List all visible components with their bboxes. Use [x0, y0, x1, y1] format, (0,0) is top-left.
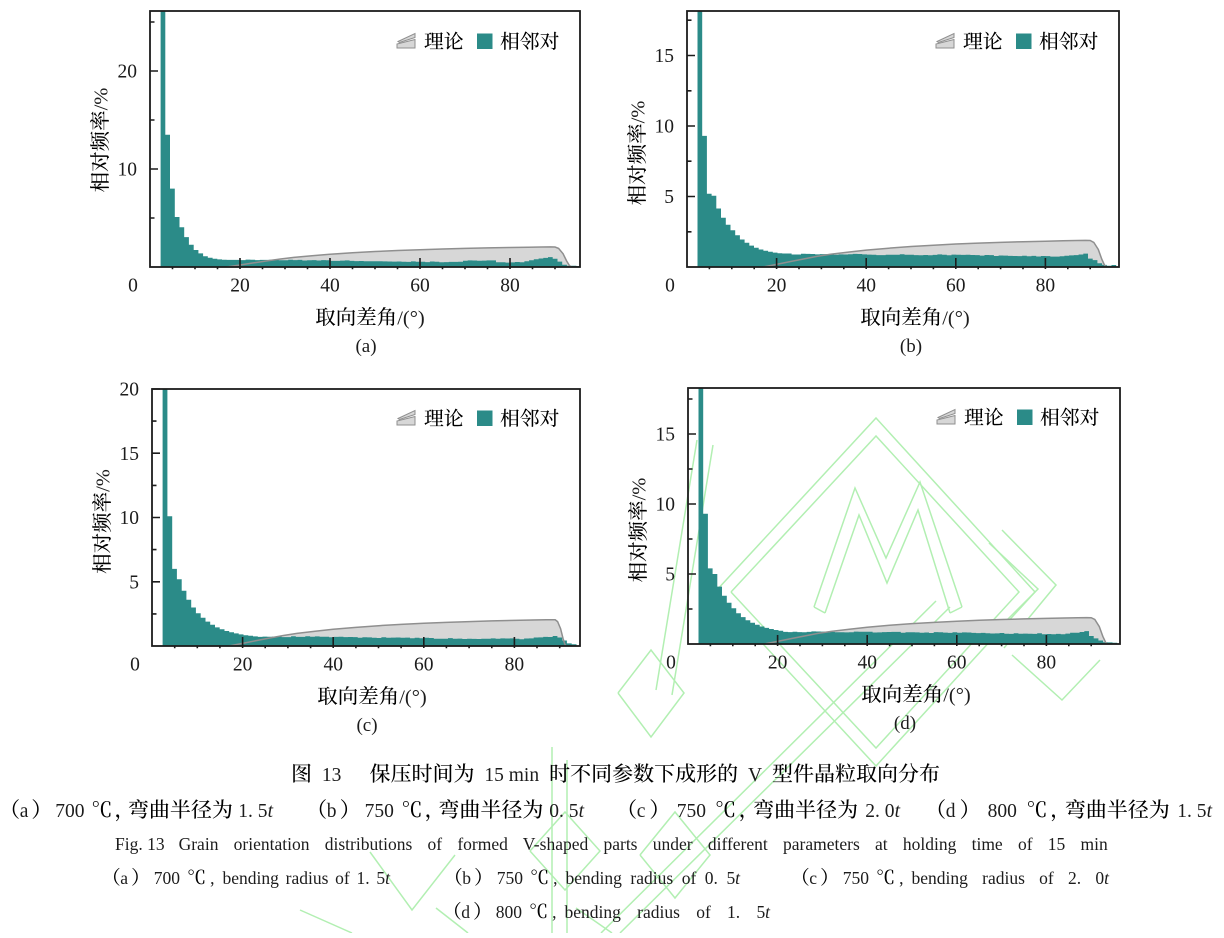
- svg-text:20: 20: [118, 62, 138, 83]
- svg-text:20: 20: [233, 655, 253, 676]
- svg-text:0: 0: [666, 653, 676, 674]
- svg-text:13: 13: [322, 765, 342, 786]
- svg-text:t: t: [579, 801, 585, 822]
- svg-text:bending radius of 2. 0: bending radius of 2. 0: [912, 868, 1105, 888]
- svg-text:20: 20: [768, 653, 788, 674]
- svg-text:a: a: [120, 868, 128, 888]
- svg-text:d: d: [461, 902, 470, 922]
- svg-text:,: ,: [210, 868, 214, 888]
- svg-text:0. 5: 0. 5: [549, 801, 578, 822]
- svg-text:bending radius of 0. 5: bending radius of 0. 5: [566, 868, 736, 888]
- svg-text:60: 60: [947, 653, 967, 674]
- svg-text:15: 15: [656, 425, 676, 446]
- svg-text:,: ,: [899, 868, 903, 888]
- svg-text:t: t: [268, 801, 274, 822]
- svg-text:800: 800: [496, 902, 523, 922]
- svg-text:0: 0: [130, 655, 140, 676]
- svg-text:40: 40: [857, 653, 877, 674]
- svg-text:/(°): /(°): [943, 684, 971, 706]
- svg-text:bending radius of 1. 5: bending radius of 1. 5: [565, 902, 766, 922]
- svg-text:V: V: [748, 765, 762, 786]
- svg-text:(c): (c): [356, 715, 377, 736]
- svg-text:(a): (a): [355, 336, 376, 357]
- svg-text:40: 40: [323, 655, 343, 676]
- svg-text:,: ,: [552, 902, 556, 922]
- svg-text:750: 750: [365, 801, 394, 822]
- svg-text:750: 750: [677, 801, 706, 822]
- svg-text:2. 0: 2. 0: [865, 801, 894, 822]
- svg-text:t: t: [735, 868, 741, 888]
- svg-text:0: 0: [128, 276, 138, 297]
- svg-text:t: t: [765, 902, 771, 922]
- svg-text:800: 800: [988, 801, 1017, 822]
- svg-text:1. 5: 1. 5: [238, 801, 267, 822]
- svg-text:c: c: [637, 801, 646, 822]
- svg-text:60: 60: [414, 655, 434, 676]
- svg-text:t: t: [1104, 868, 1110, 888]
- svg-text:bending radius of 1. 5: bending radius of 1. 5: [223, 868, 386, 888]
- svg-text:(b): (b): [900, 336, 922, 357]
- svg-text:5: 5: [129, 572, 139, 593]
- svg-text:/(°): /(°): [399, 686, 427, 708]
- svg-text:40: 40: [320, 276, 340, 297]
- svg-text:10: 10: [656, 495, 676, 516]
- svg-text:/(°): /(°): [397, 307, 425, 329]
- svg-text:c: c: [809, 868, 817, 888]
- svg-text:t: t: [385, 868, 391, 888]
- svg-text:1. 5: 1. 5: [1177, 801, 1206, 822]
- svg-text:60: 60: [946, 276, 966, 297]
- svg-text:80: 80: [1037, 653, 1057, 674]
- svg-text:60: 60: [410, 276, 430, 297]
- svg-text:20: 20: [767, 276, 787, 297]
- svg-text:5: 5: [664, 187, 674, 208]
- svg-text:20: 20: [230, 276, 250, 297]
- svg-text:5: 5: [665, 565, 675, 586]
- svg-text:b: b: [327, 801, 337, 822]
- svg-text:700: 700: [55, 801, 84, 822]
- svg-text:t: t: [895, 801, 901, 822]
- svg-text:40: 40: [856, 276, 876, 297]
- svg-text:/%: /%: [92, 469, 114, 492]
- svg-text:15 min: 15 min: [484, 765, 539, 786]
- svg-text:10: 10: [118, 160, 138, 181]
- svg-text:80: 80: [505, 655, 525, 676]
- svg-text:/(°): /(°): [942, 307, 970, 329]
- svg-text:10: 10: [655, 117, 675, 138]
- svg-text:700: 700: [154, 868, 181, 888]
- svg-text:t: t: [1207, 801, 1213, 822]
- svg-text:15: 15: [655, 46, 675, 67]
- svg-text:80: 80: [1036, 276, 1056, 297]
- svg-text:a: a: [20, 801, 29, 822]
- svg-text:/%: /%: [627, 101, 649, 124]
- svg-text:20: 20: [120, 380, 140, 401]
- svg-text:10: 10: [120, 508, 140, 529]
- svg-text:(d): (d): [894, 713, 916, 734]
- svg-text:750: 750: [497, 868, 524, 888]
- svg-text:Grain orientation distribution: Grain orientation distributions of forme…: [179, 834, 1108, 854]
- svg-text:d: d: [946, 801, 956, 822]
- svg-text:b: b: [462, 868, 471, 888]
- svg-text:80: 80: [500, 276, 520, 297]
- svg-text:/%: /%: [90, 88, 112, 111]
- svg-text:,: ,: [553, 868, 557, 888]
- svg-text:Fig. 13: Fig. 13: [115, 834, 165, 854]
- svg-text:/%: /%: [628, 478, 650, 501]
- svg-text:0: 0: [665, 276, 675, 297]
- svg-text:750: 750: [843, 868, 870, 888]
- svg-text:15: 15: [120, 444, 140, 465]
